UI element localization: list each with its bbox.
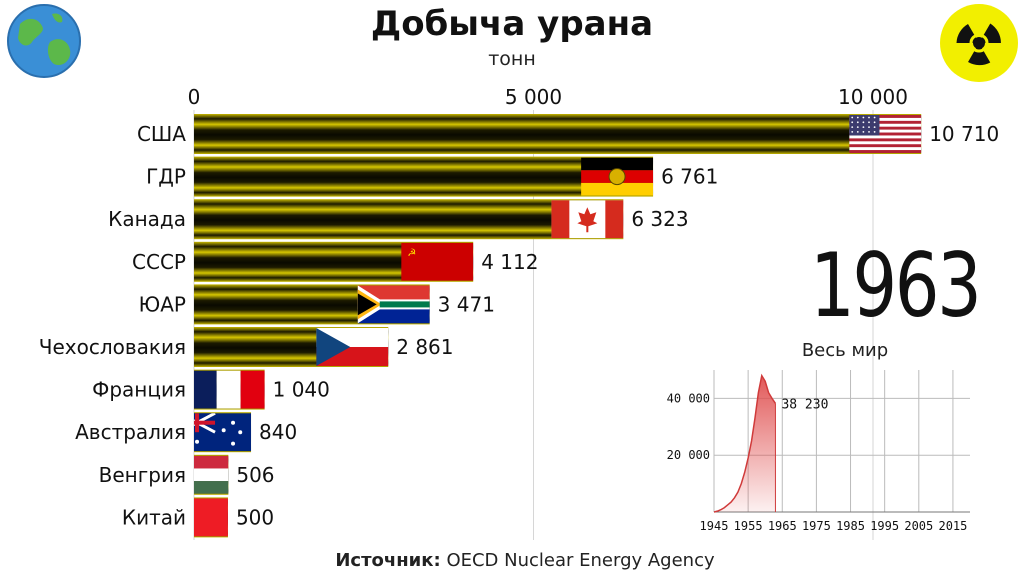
world-total-chart: 1945 1955 1965 1975 1985 1995 2005 2015 20 000 40…: [667, 370, 970, 533]
chart-title: Добыча урана: [370, 4, 654, 44]
value-label: 6 761: [661, 165, 718, 189]
mini-y-tick-label: 20 000: [667, 448, 710, 462]
flag-icon: ☭: [401, 242, 474, 281]
mini-x-tick-label: 1995: [870, 519, 899, 533]
category-label: Венгрия: [99, 463, 186, 487]
flag-icon: [194, 498, 228, 537]
mini-x-tick-label: 2005: [904, 519, 933, 533]
value-label: 1 040: [273, 378, 330, 402]
mini-x-tick-label: 1985: [836, 519, 865, 533]
mini-line: [713, 373, 777, 513]
flag-icon: [194, 455, 229, 494]
x-tick-label: 5 000: [505, 85, 562, 109]
world-total-title: Весь мир: [801, 340, 889, 361]
category-label: ЮАР: [139, 292, 186, 316]
mini-x-tick-label: 1955: [734, 519, 763, 533]
source-text: OECD Nuclear Energy Agency: [446, 550, 715, 571]
category-label: Австралия: [75, 420, 186, 444]
mini-x-tick-label: 1965: [768, 519, 797, 533]
flag-icon: [357, 285, 430, 324]
bar: [194, 156, 654, 197]
value-label: 10 710: [929, 122, 999, 146]
value-label: 506: [236, 463, 274, 487]
category-label: Канада: [108, 207, 186, 231]
mini-area: [714, 375, 776, 512]
mini-y-tick-label: 40 000: [667, 391, 710, 405]
radiation-icon: [938, 2, 1020, 84]
mini-last-value-label: 38 230: [781, 397, 828, 412]
flag-icon: [849, 115, 922, 153]
bar: [194, 114, 922, 154]
category-label: Франция: [92, 378, 186, 402]
category-label: ГДР: [146, 165, 186, 189]
value-label: 840: [259, 420, 297, 444]
x-tick-label: 0: [188, 85, 201, 109]
svg-text:☭: ☭: [407, 248, 416, 259]
mini-x-tick-label: 1945: [700, 519, 729, 533]
category-label: США: [137, 122, 186, 146]
category-label: Китай: [122, 505, 186, 529]
flag-icon: [194, 370, 265, 409]
current-year: 1963: [810, 234, 982, 337]
flag-icon: [194, 413, 252, 452]
source-label: Источник:: [335, 550, 441, 571]
category-label: СССР: [132, 250, 186, 274]
value-label: 4 112: [481, 250, 538, 274]
value-label: 500: [236, 505, 274, 529]
value-label: 2 861: [396, 335, 453, 359]
mini-x-tick-label: 1975: [802, 519, 831, 533]
mini-x-tick-label: 2015: [938, 519, 967, 533]
flag-icon: [551, 200, 624, 239]
x-tick-label: 10 000: [838, 85, 908, 109]
category-label: Чехословакия: [39, 335, 186, 359]
globe-icon: [7, 4, 81, 78]
value-label: 6 323: [631, 207, 688, 231]
value-label: 3 471: [438, 292, 495, 316]
flag-icon: [316, 328, 389, 366]
flag-icon: [581, 157, 654, 196]
chart-subtitle: тонн: [488, 48, 536, 70]
source-note: Источник: OECD Nuclear Energy Agency: [0, 550, 1024, 571]
